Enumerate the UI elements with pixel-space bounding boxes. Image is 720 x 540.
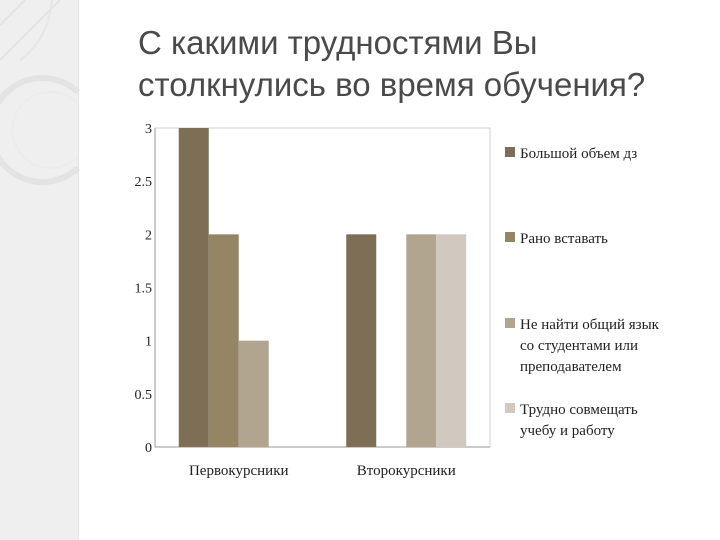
bar bbox=[406, 234, 437, 447]
y-tick-label: 1 bbox=[145, 335, 152, 350]
legend-label: преподавателем bbox=[520, 359, 622, 375]
bar bbox=[238, 340, 269, 447]
y-tick-label: 2.5 bbox=[135, 175, 153, 190]
bar bbox=[436, 234, 467, 447]
legend-label: Не найти общий язык bbox=[520, 317, 660, 333]
bar bbox=[346, 234, 377, 447]
legend-swatch bbox=[505, 147, 515, 157]
legend-label: со студентами или bbox=[520, 338, 638, 354]
y-tick-label: 2 bbox=[145, 228, 152, 243]
legend-swatch bbox=[505, 403, 515, 413]
decorative-swirl bbox=[0, 0, 80, 185]
legend-label: Трудно совмещать bbox=[520, 402, 638, 418]
title-line-2: столкнулись во время обучения? bbox=[138, 66, 646, 103]
legend-label: учебу и работу bbox=[520, 423, 615, 439]
y-tick-label: 3 bbox=[145, 122, 152, 137]
bar bbox=[208, 234, 239, 447]
y-tick-label: 1.5 bbox=[135, 282, 153, 297]
title-line-1: С какими трудностями Вы bbox=[138, 24, 538, 61]
x-category-label: Второкурсники bbox=[357, 463, 456, 479]
legend-label: Рано вставать bbox=[520, 231, 608, 247]
x-category-label: Первокурсники bbox=[189, 463, 289, 479]
legend-swatch bbox=[505, 318, 515, 328]
legend-label: Большой объем дз bbox=[520, 146, 637, 162]
slide-title: С какими трудностями Вы столкнулись во в… bbox=[138, 22, 708, 106]
y-tick-label: 0 bbox=[145, 441, 152, 456]
bar bbox=[178, 128, 209, 447]
legend-swatch bbox=[505, 232, 515, 242]
y-tick-label: 0.5 bbox=[135, 388, 153, 403]
